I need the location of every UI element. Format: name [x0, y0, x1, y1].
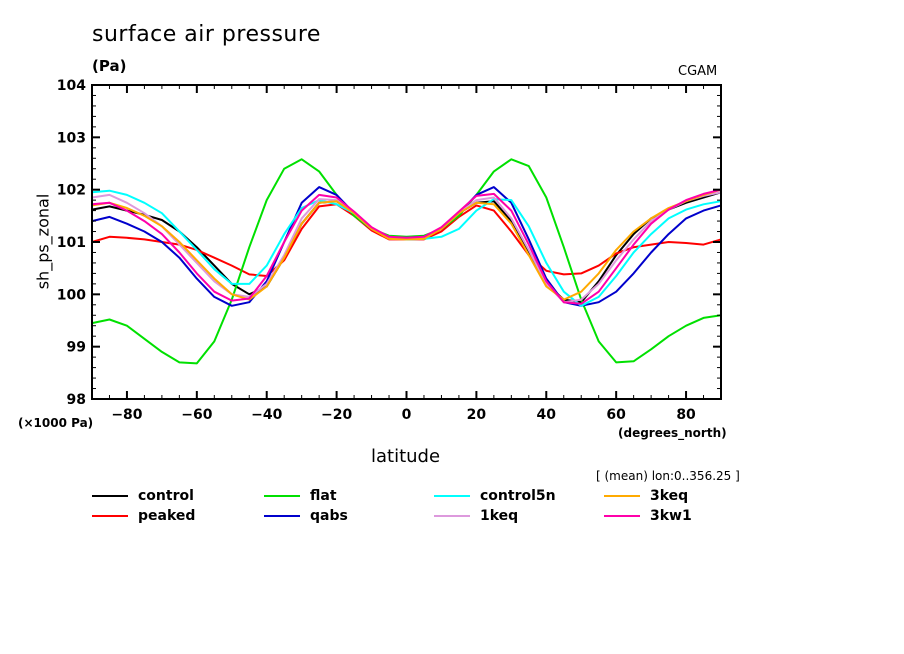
legend-label: qabs: [310, 508, 348, 524]
y-tick-label: 104: [57, 78, 86, 94]
legend-label: peaked: [138, 508, 196, 524]
legend-label: 1keq: [480, 508, 519, 524]
x-tick-label: 60: [606, 407, 626, 423]
legend-item-1keq: 1keq: [434, 508, 518, 524]
legend-swatch: [434, 495, 470, 497]
series-line-3keq: [91, 188, 722, 301]
legend-item-control5n: control5n: [434, 488, 556, 504]
legend-swatch: [604, 515, 640, 517]
legend-swatch: [92, 495, 128, 497]
legend-swatch: [604, 495, 640, 497]
y-tick-label: 99: [67, 340, 86, 356]
x-tick-label: 80: [676, 407, 696, 423]
y-tick-label: 103: [57, 130, 86, 146]
legend-label: control5n: [480, 488, 556, 504]
y-tick-label: 102: [57, 183, 86, 199]
chart-title: surface air pressure: [92, 22, 321, 47]
chart-units: (Pa): [92, 57, 127, 75]
subset-note: [ (mean) lon:0..356.25 ]: [596, 469, 740, 483]
y-tick-label: 101: [57, 235, 86, 251]
y-scale-note: (×1000 Pa): [18, 416, 94, 430]
legend-label: 3keq: [650, 488, 689, 504]
legend-item-qabs: qabs: [264, 508, 348, 524]
x-tick-label: 0: [402, 407, 412, 423]
legend-swatch: [92, 515, 128, 517]
legend-item-control: control: [92, 488, 194, 504]
legend-label: control: [138, 488, 194, 504]
legend-label: flat: [310, 488, 337, 504]
legend-item-peaked: peaked: [92, 508, 195, 524]
source-label: CGAM: [678, 64, 718, 79]
x-tick-label: −20: [321, 407, 352, 423]
legend-item-3keq: 3keq: [604, 488, 688, 504]
y-tick-label: 100: [57, 287, 86, 303]
series-line-3kw1: [91, 188, 722, 305]
x-tick-label: −80: [111, 407, 142, 423]
legend-label: 3kw1: [650, 508, 692, 524]
y-tick-label: 98: [67, 392, 86, 408]
x-axis-units: (degrees_north): [618, 426, 727, 440]
legend-item-3kw1: 3kw1: [604, 508, 692, 524]
x-tick-label: −60: [181, 407, 212, 423]
x-tick-label: −40: [251, 407, 282, 423]
legend-swatch: [434, 515, 470, 517]
x-axis-label: latitude: [371, 446, 441, 467]
legend-item-flat: flat: [264, 488, 337, 504]
x-tick-label: 20: [467, 407, 487, 423]
legend-swatch: [264, 495, 300, 497]
x-tick-label: 40: [537, 407, 557, 423]
legend-swatch: [264, 515, 300, 517]
